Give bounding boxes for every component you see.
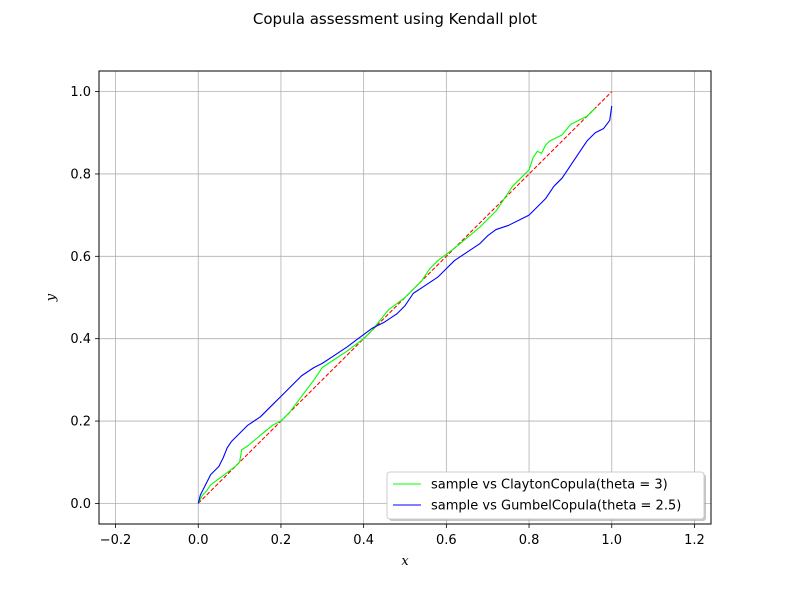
chart-title: Copula assessment using Kendall plot: [253, 10, 537, 28]
y-tick-label: 0.0: [70, 497, 91, 512]
y-axis-label: y: [44, 293, 59, 302]
y-tick-label: 0.8: [70, 167, 91, 182]
x-axis-label: x: [401, 554, 409, 569]
legend-label: sample vs ClaytonCopula(theta = 3): [431, 478, 668, 493]
y-tick-label: 1.0: [70, 85, 91, 100]
y-tick-label: 0.6: [70, 250, 91, 265]
x-tick-label: 0.0: [188, 533, 209, 548]
ticks: −0.2 0.0 0.2 0.4 0.6 0.8 1.0 1.2 0.0 0.2 0.4 0.6 0.8…: [70, 85, 704, 548]
legend-label: sample vs GumbelCopula(theta = 2.5): [431, 499, 681, 514]
grid: [99, 71, 711, 524]
x-tick-label: 0.6: [436, 533, 457, 548]
x-tick-label: 1.2: [684, 533, 705, 548]
series-line-1: [197, 105, 613, 504]
x-tick-label: −0.2: [100, 533, 132, 548]
x-tick-label: 0.4: [353, 533, 374, 548]
x-tick-label: 0.2: [271, 533, 292, 548]
x-tick-label: 1.0: [601, 533, 622, 548]
series-group: [197, 91, 613, 504]
series-line-0: [197, 107, 596, 504]
y-tick-label: 0.4: [70, 332, 91, 347]
legend-box: [386, 471, 705, 520]
y-tick-label: 0.2: [70, 415, 91, 430]
legend: sample vs ClaytonCopula(theta = 3) sample…: [386, 471, 706, 521]
axes-frame: [98, 70, 712, 525]
x-tick-label: 0.8: [519, 533, 540, 548]
